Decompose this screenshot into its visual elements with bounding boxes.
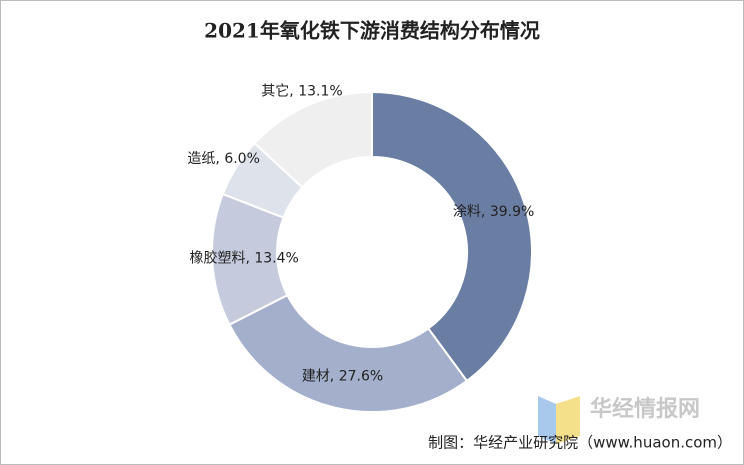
- donut-slice: [253, 90, 373, 189]
- chart-title: 2021年氧化铁下游消费结构分布情况: [204, 19, 540, 43]
- donut-slice: [371, 90, 533, 383]
- source-note: 制图：华经产业研究院（www.huaon.com）: [428, 434, 732, 452]
- logo: [538, 396, 580, 444]
- donut-slice: [228, 293, 469, 413]
- data-label: 其它, 13.1%: [261, 83, 342, 100]
- data-label: 建材, 27.6%: [302, 369, 383, 385]
- watermark: 华经情报网: [590, 396, 700, 422]
- data-label: 橡胶塑料, 13.4%: [189, 249, 298, 266]
- data-label: 造纸, 6.0%: [187, 151, 259, 167]
- data-label: 涂料, 39.9%: [453, 204, 534, 220]
